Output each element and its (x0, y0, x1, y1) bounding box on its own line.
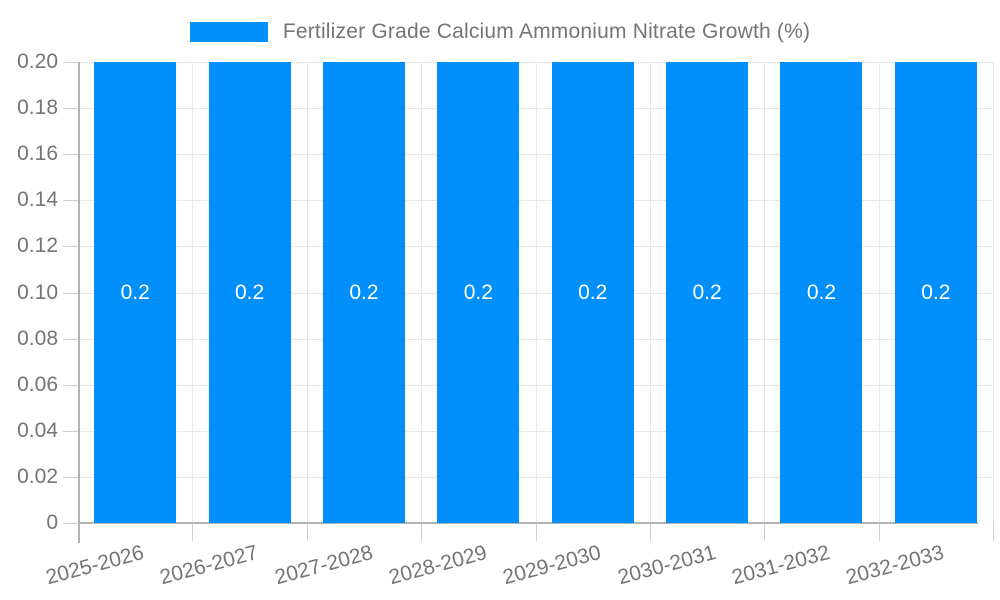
vertical-gridline (878, 62, 880, 523)
x-axis-label: 2027-2028 (271, 541, 375, 590)
bar[interactable]: 0.2 (322, 62, 405, 523)
x-axis-label: 2029-2030 (500, 541, 604, 590)
vertical-gridline (993, 62, 994, 523)
bar-value-label: 0.2 (463, 280, 493, 304)
y-axis-label: 0.14 (17, 188, 58, 212)
y-axis-label: 0.10 (17, 280, 58, 304)
plot-area: 0.20 0.18 0.16 0.14 0.12 0.10 0.08 0.06 0.04 0.02… (17, 50, 994, 589)
x-axis-tick (649, 523, 651, 541)
bar[interactable]: 0.2 (894, 62, 977, 523)
y-axis-label: 0.08 (17, 326, 58, 350)
vertical-gridline (535, 62, 537, 523)
y-axis-tick (63, 476, 78, 478)
y-axis-label: 0 (46, 511, 58, 534)
y-axis-tick (63, 200, 78, 202)
x-axis-tick (192, 523, 194, 541)
y-axis-tick (63, 154, 78, 156)
y-axis-tick (63, 384, 78, 386)
x-axis-label: 2026-2027 (157, 541, 261, 590)
x-axis-tick (878, 523, 880, 541)
y-axis-label: 0.12 (17, 234, 58, 258)
y-axis-label: 0.04 (17, 418, 58, 442)
bar-value-label: 0.2 (234, 280, 265, 304)
y-axis-label: 0.16 (17, 142, 58, 166)
x-axis-label: 2025-2026 (43, 541, 147, 590)
bar[interactable]: 0.2 (437, 62, 520, 523)
x-axis-tick (306, 523, 308, 541)
y-axis-label: 0.20 (17, 50, 58, 73)
vertical-gridline (192, 62, 194, 523)
y-axis-tick (63, 62, 78, 63)
y-axis-tick (63, 523, 78, 524)
bar[interactable]: 0.2 (208, 62, 291, 523)
x-axis-tick (535, 523, 537, 541)
legend-swatch-icon (189, 22, 268, 42)
vertical-gridline (649, 62, 651, 523)
bar-value-label: 0.2 (120, 280, 150, 304)
x-axis-tick (993, 523, 994, 541)
x-axis-label: 2031-2032 (729, 541, 833, 590)
legend-label: Fertilizer Grade Calcium Ammonium Nitrat… (282, 20, 811, 43)
x-axis-tick (421, 523, 423, 541)
y-axis-label: 0.02 (17, 464, 58, 488)
y-axis-tick (63, 108, 78, 110)
bar-value-label: 0.2 (921, 280, 951, 304)
y-axis-line (78, 62, 80, 543)
bar[interactable]: 0.2 (551, 62, 634, 523)
chart-legend[interactable]: Fertilizer Grade Calcium Ammonium Nitrat… (0, 20, 1000, 44)
y-axis-label: 0.18 (17, 96, 58, 120)
x-axis-label: 2030-2031 (615, 541, 719, 590)
vertical-gridline (306, 62, 308, 523)
bar-value-label: 0.2 (349, 280, 379, 304)
x-axis-label: 2032-2033 (843, 541, 947, 590)
y-axis-label: 0.06 (17, 372, 58, 396)
bar[interactable]: 0.2 (94, 62, 177, 523)
y-axis-tick (63, 430, 78, 432)
bar[interactable]: 0.2 (780, 62, 863, 523)
y-axis-tick (63, 338, 78, 340)
x-axis-tick (764, 523, 766, 541)
x-axis-label: 2028-2029 (386, 541, 490, 590)
bar-value-label: 0.2 (578, 280, 608, 304)
bar[interactable]: 0.2 (666, 62, 749, 523)
x-axis-line (78, 522, 978, 524)
bar-value-label: 0.2 (692, 280, 722, 304)
y-axis-tick (63, 292, 78, 294)
bar-value-label: 0.2 (806, 280, 837, 304)
vertical-gridline (421, 62, 423, 523)
vertical-gridline (764, 62, 766, 523)
y-axis-tick (63, 246, 78, 248)
